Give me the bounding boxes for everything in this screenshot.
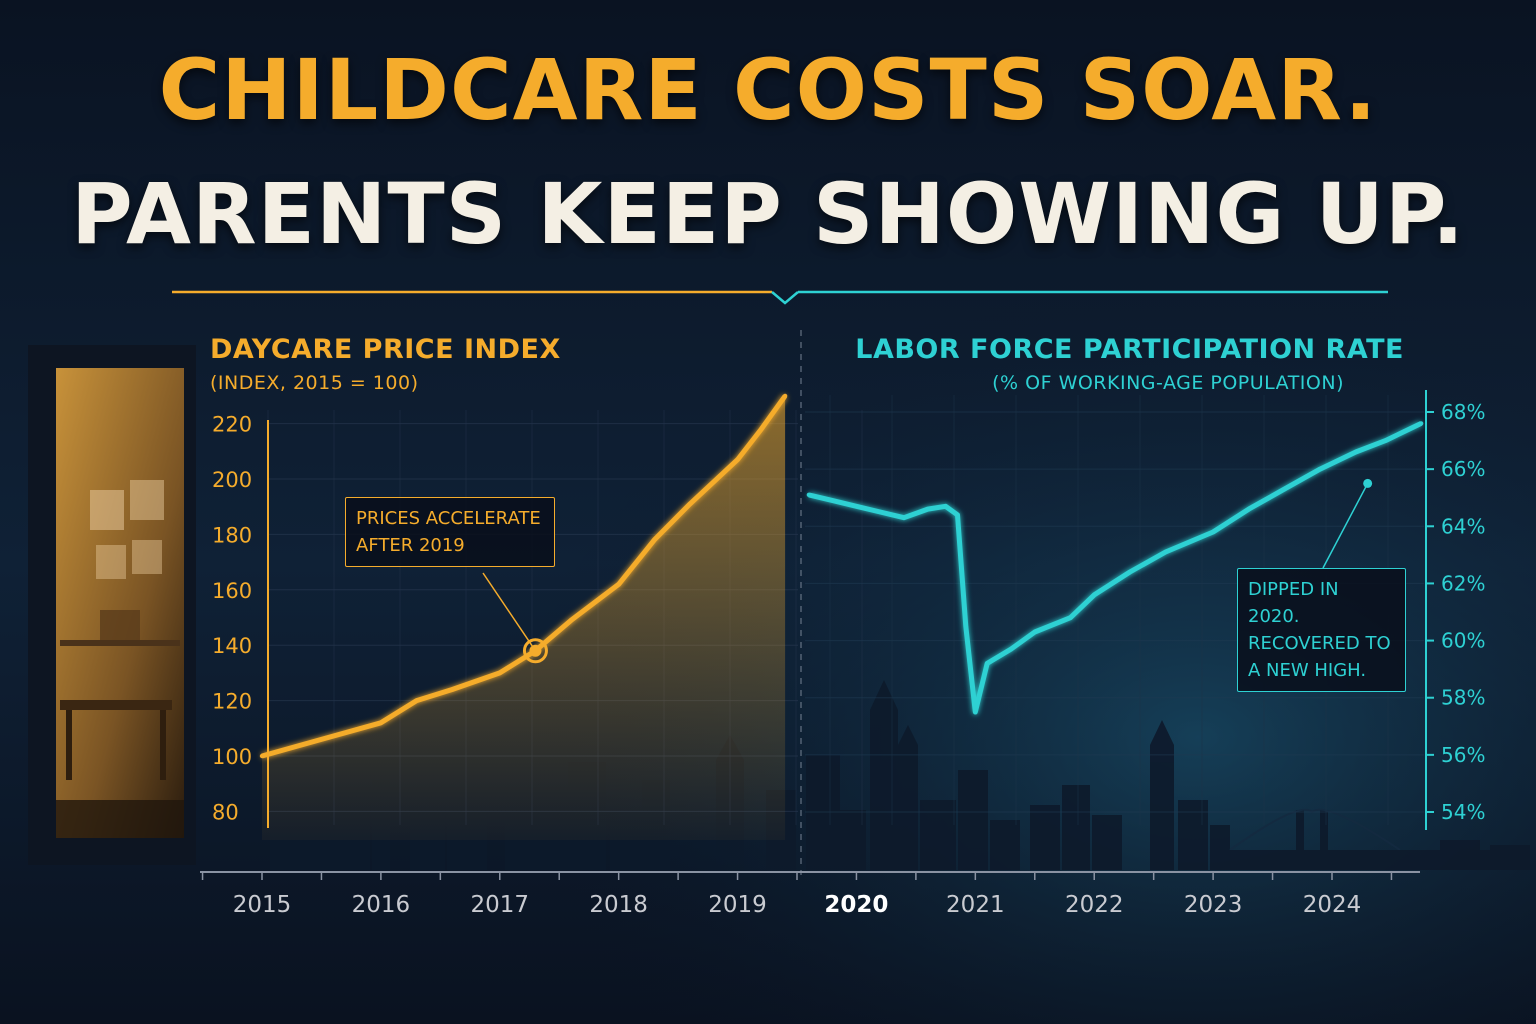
labor-y-tick-label: 64% xyxy=(1441,514,1485,538)
labor-point xyxy=(1246,506,1251,512)
daycare-area-fill xyxy=(262,395,786,840)
daycare-room-illustration xyxy=(28,345,196,865)
right-gridlines xyxy=(805,395,1424,825)
daycare-point xyxy=(497,670,502,676)
daycare-point xyxy=(259,753,265,759)
x-tick-label: 2024 xyxy=(1303,892,1362,918)
daycare-point xyxy=(616,582,621,587)
daycare-point xyxy=(568,618,574,623)
daycare-annotation-marker xyxy=(529,644,542,657)
labor-y-tick-label: 68% xyxy=(1441,400,1485,424)
header-divider xyxy=(172,290,1388,305)
daycare-point xyxy=(759,426,764,432)
labor-point xyxy=(1210,529,1216,535)
labor-point xyxy=(854,504,859,509)
labor-point xyxy=(925,506,930,512)
daycare-line xyxy=(261,394,788,759)
daycare-data-points xyxy=(259,393,788,759)
daycare-point xyxy=(414,698,419,703)
daycare-y-tick-label: 180 xyxy=(212,523,252,547)
headline-line-2: PARENTS KEEP SHOWING UP. xyxy=(71,165,1465,263)
labor-point xyxy=(806,492,812,498)
labor-y-tick-label: 58% xyxy=(1441,686,1485,710)
daycare-point xyxy=(450,687,455,692)
labor-annotation-leader xyxy=(1322,483,1369,569)
labor-y-tick-label: 62% xyxy=(1441,571,1485,595)
labor-point xyxy=(1317,466,1323,472)
labor-y-tick-label: 54% xyxy=(1441,800,1485,824)
x-tick-label: 2016 xyxy=(352,892,411,918)
labor-point xyxy=(1353,449,1358,455)
labor-point xyxy=(1127,569,1133,575)
daycare-point xyxy=(782,393,788,399)
labor-point xyxy=(1383,438,1388,443)
headline-line-1: CHILDCARE COSTS SOAR. xyxy=(158,41,1378,139)
labor-line xyxy=(808,421,1423,715)
x-axis: 2015 2016 2017 2018 2019 2020 2021 2022 2023 2024 xyxy=(200,871,1420,918)
labor-point xyxy=(1163,549,1168,555)
labor-point xyxy=(963,624,969,629)
daycare-y-tick-label: 160 xyxy=(212,579,252,603)
x-tick-label: 2015 xyxy=(233,892,292,918)
daycare-point xyxy=(378,720,384,725)
labor-point xyxy=(985,661,990,666)
daycare-point xyxy=(319,737,324,742)
x-tick-label: 2019 xyxy=(708,892,767,918)
daycare-y-tick-label: 220 xyxy=(212,413,252,437)
daycare-chart-title: DAYCARE PRICE INDEX xyxy=(210,334,561,365)
daycare-annotation: PRICES ACCELERATE AFTER 2019 xyxy=(345,497,555,567)
daycare-y-tick-label: 100 xyxy=(212,745,252,769)
labor-chart-subtitle: (% OF WORKING-AGE POPULATION) xyxy=(992,372,1344,394)
labor-point xyxy=(1418,421,1424,426)
daycare-chart-subtitle: (INDEX, 2015 = 100) xyxy=(210,372,419,394)
labor-point xyxy=(973,709,978,715)
daycare-annotation-leader xyxy=(482,572,537,652)
labor-point xyxy=(943,504,948,509)
x-tick-label: 2017 xyxy=(471,892,530,918)
x-tick-label: 2018 xyxy=(589,892,648,918)
daycare-y-tick-label: 140 xyxy=(212,634,252,658)
x-tick-label: 2023 xyxy=(1184,892,1243,918)
annotation-leaders xyxy=(482,478,1373,664)
daycare-y-tick-label: 80 xyxy=(212,800,239,824)
daycare-series-line xyxy=(261,394,788,759)
labor-y-tick-label: 66% xyxy=(1441,457,1485,481)
daycare-y-tick-label: 120 xyxy=(212,690,252,714)
labor-data-points xyxy=(806,421,1424,715)
labor-y-tick-label: 60% xyxy=(1441,629,1485,653)
labor-point xyxy=(955,512,960,518)
daycare-y-tick-label: 200 xyxy=(212,468,252,492)
labor-point xyxy=(901,515,907,520)
labor-annotation-marker xyxy=(1363,478,1373,488)
labor-point xyxy=(1068,615,1073,620)
labor-y-axis: 54% 56% 58% 60% 62% 64% 66% 68% xyxy=(1425,390,1485,830)
labor-chart-title: LABOR FORCE PARTICIPATION RATE xyxy=(855,334,1404,365)
labor-point xyxy=(1092,592,1097,598)
daycare-annotation-marker-ring xyxy=(522,638,548,664)
labor-point xyxy=(1008,646,1014,652)
daycare-point xyxy=(735,457,740,462)
daycare-area xyxy=(262,395,786,840)
x-tick-label: 2021 xyxy=(946,892,1005,918)
daycare-point xyxy=(652,537,657,543)
x-tick-label: 2020 xyxy=(824,892,888,918)
labor-point xyxy=(830,498,835,503)
labor-series-line xyxy=(808,421,1423,715)
labor-point xyxy=(1032,629,1037,635)
daycare-point xyxy=(687,501,693,507)
labor-point xyxy=(1282,486,1287,492)
labor-annotation: DIPPED IN 2020. RECOVERED TO A NEW HIGH. xyxy=(1237,568,1406,692)
daycare-y-axis: 80 100 120 140 160 180 200 220 xyxy=(212,413,269,828)
x-tick-label: 2022 xyxy=(1065,892,1124,918)
labor-y-tick-label: 56% xyxy=(1441,743,1485,767)
labor-point xyxy=(878,509,883,515)
